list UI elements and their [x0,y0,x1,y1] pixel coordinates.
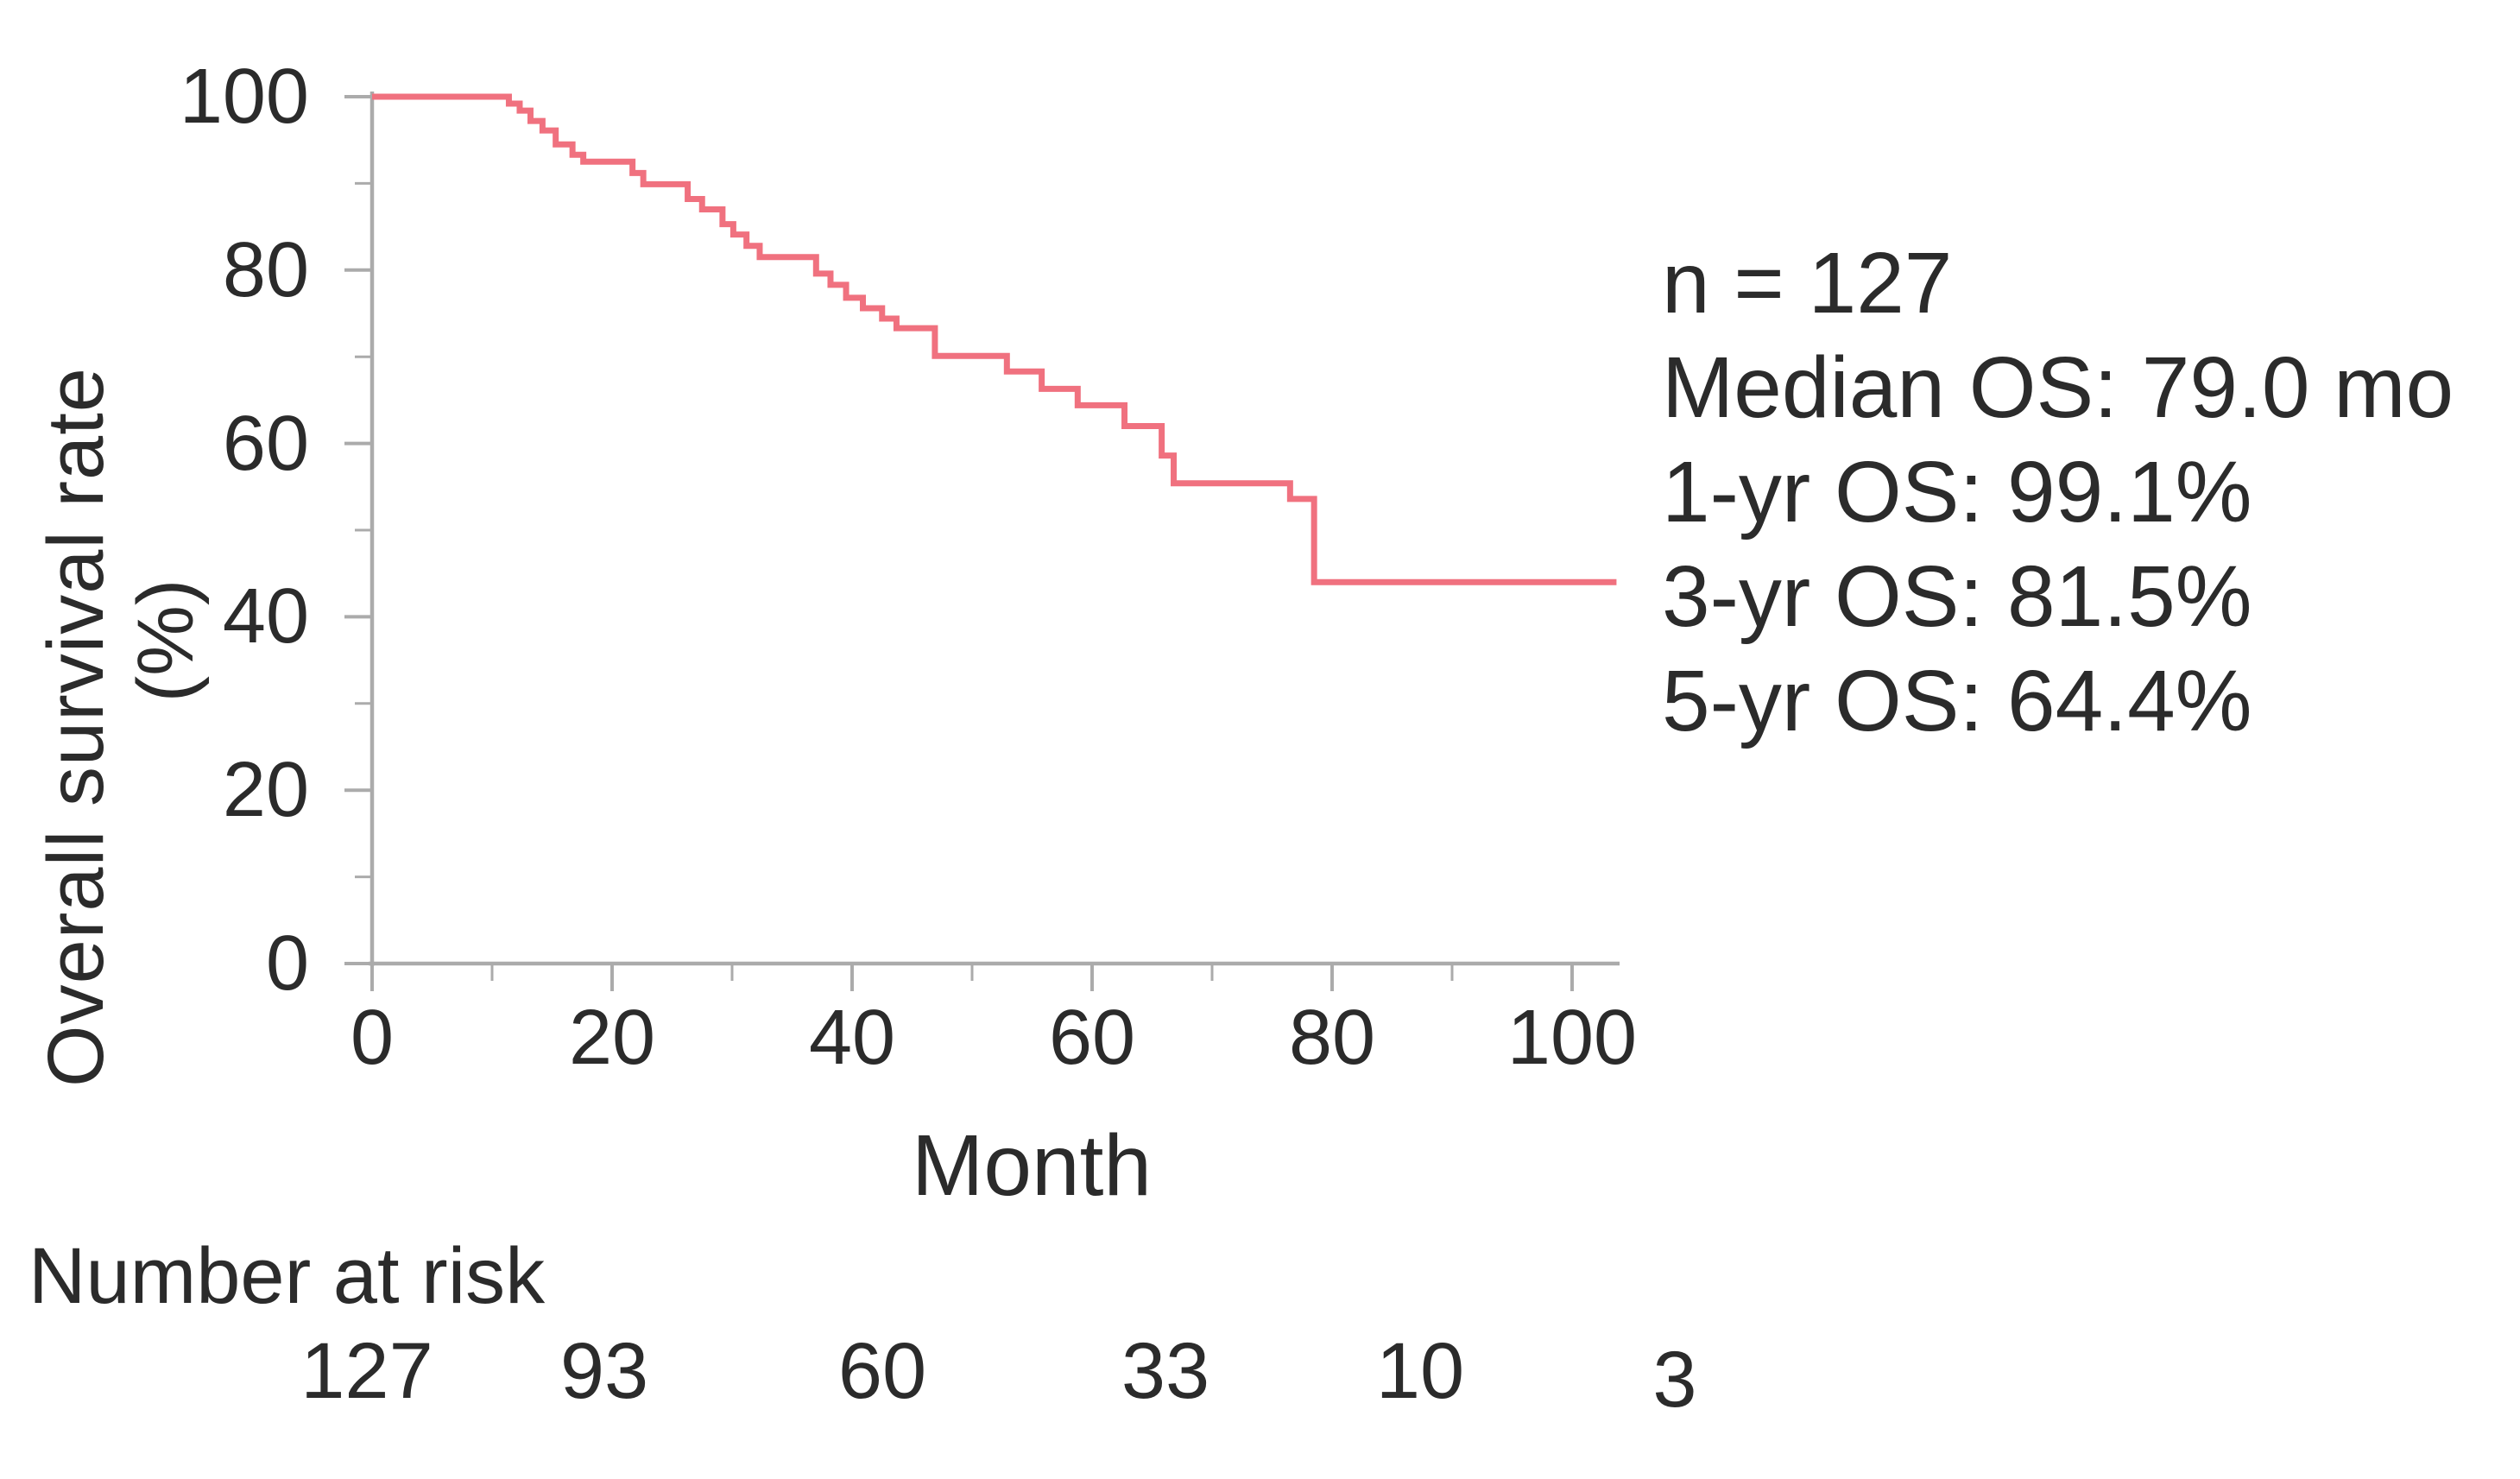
x-tick-label: 40 [808,995,896,1081]
x-axis-title: Month [912,1117,1152,1214]
y-tick-label: 60 [222,400,309,487]
number-at-risk-value: 93 [559,1327,649,1415]
survival-curve [372,93,1617,585]
y-tick-label: 80 [222,226,309,313]
annotation-5yr-os: 5-yr OS: 64.4% [1662,653,2252,749]
number-at-risk-value: 3 [1652,1336,1697,1424]
annotation-3yr-os: 3-yr OS: 81.5% [1662,548,2252,645]
number-at-risk-value: 10 [1375,1327,1465,1415]
x-tick-label: 20 [568,995,656,1081]
number-at-risk-value: 33 [1121,1327,1210,1415]
stats-annotation-block: n = 127 Median OS: 79.0 mo 1-yr OS: 99.1… [1662,231,2454,754]
y-axis-title: Overall survival rate [31,367,120,1087]
annotation-n: n = 127 [1662,235,1953,332]
number-at-risk-value: 60 [837,1327,927,1415]
y-tick-label: 20 [222,747,309,834]
x-tick-label: 100 [1506,995,1638,1081]
y-tick-label: 40 [222,573,309,660]
x-tick-label: 0 [350,995,395,1081]
annotation-1yr-os: 1-yr OS: 99.1% [1662,444,2252,540]
annotation-median-os: Median OS: 79.0 mo [1662,339,2454,436]
number-at-risk-value: 127 [300,1327,433,1415]
x-tick-label: 60 [1048,995,1136,1081]
y-tick-label: 100 [179,54,309,140]
x-tick-label: 80 [1288,995,1376,1081]
number-at-risk-label: Number at risk [28,1232,546,1320]
y-tick-label: 0 [265,920,309,1007]
